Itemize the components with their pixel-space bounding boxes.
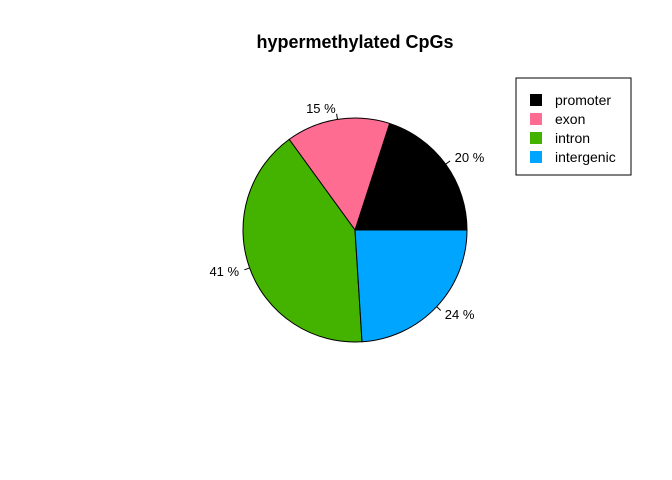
pie-tick-intron (244, 267, 250, 271)
pie-slice-intron (242, 138, 363, 343)
legend: promoter exon intron intergenic (515, 77, 632, 176)
pie-slice-intergenic (354, 229, 468, 343)
legend-label-promoter: promoter (555, 92, 611, 108)
legend-label-exon: exon (555, 111, 585, 127)
legend-items: promoter exon intron intergenic (530, 92, 616, 165)
legend-label-intron: intron (555, 130, 590, 146)
pie-tick-intergenic (436, 306, 442, 311)
pie-label-promoter: 20 % (455, 150, 485, 165)
legend-swatch-intergenic (530, 151, 542, 163)
legend-swatch-exon (530, 113, 542, 125)
pie-label-exon: 15 % (306, 101, 336, 116)
pie-tick-promoter (445, 160, 451, 165)
legend-swatch-promoter (530, 94, 542, 106)
chart-title: hypermethylated CpGs (256, 32, 453, 52)
pie-label-intron: 41 % (209, 264, 239, 279)
pie-slices (242, 117, 468, 343)
pie-tick-exon (336, 113, 338, 120)
legend-swatch-intron (530, 132, 542, 144)
pie-labels: 20 % 15 % 41 % 24 % (209, 101, 484, 322)
legend-label-intergenic: intergenic (555, 149, 616, 165)
pie-label-intergenic: 24 % (445, 307, 475, 322)
